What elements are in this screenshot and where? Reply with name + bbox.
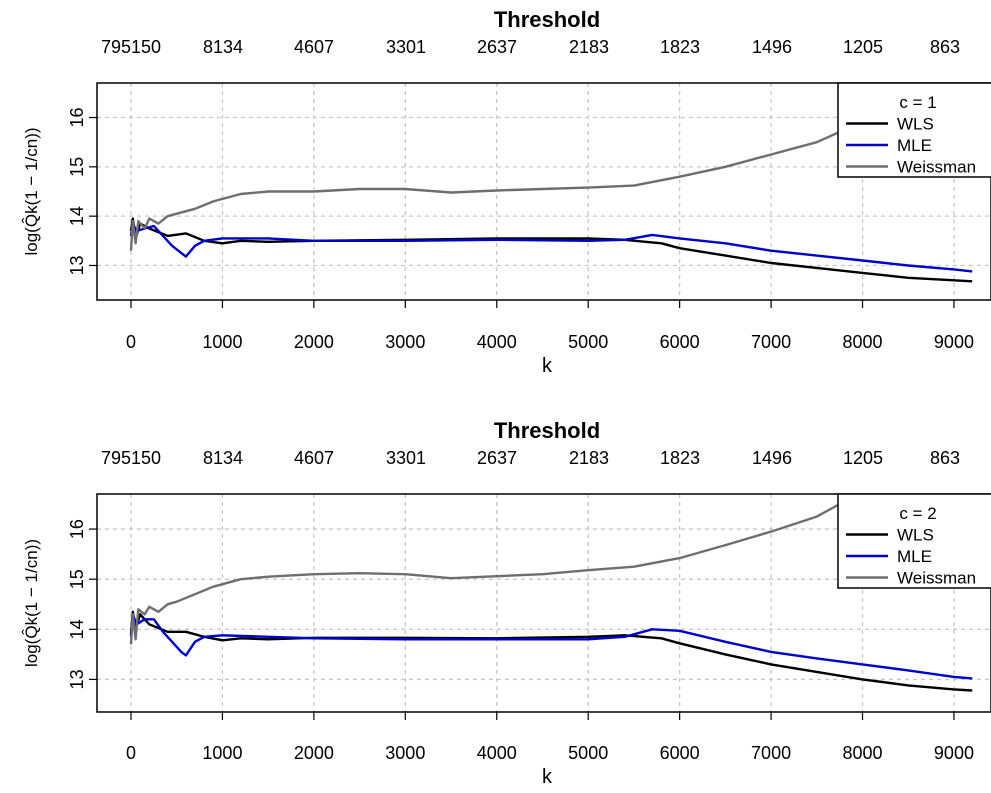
x-tick-label: 5000 — [568, 332, 608, 352]
x-tick-label: 4000 — [477, 332, 517, 352]
chart-title: Threshold — [494, 7, 600, 32]
top-tick-label: 8134 — [203, 448, 243, 468]
y-axis-label: log(Q̂k(1 − 1/cn)) — [21, 539, 41, 667]
legend-entry-weissman: Weissman — [897, 569, 976, 588]
top-tick-label: 2183 — [569, 37, 609, 57]
series-line-weissman — [129, 128, 845, 251]
chart-title: Threshold — [494, 418, 600, 443]
top-tick-label: 1823 — [660, 37, 700, 57]
legend-entry-weissman: Weissman — [897, 158, 976, 177]
top-tick-label: 1205 — [843, 37, 883, 57]
top-tick-label: 3301 — [386, 37, 426, 57]
x-tick-label: 7000 — [751, 743, 791, 763]
x-tick-label: 3000 — [385, 743, 425, 763]
top-tick-label: 1496 — [752, 37, 792, 57]
top-tick-label: 795150 — [101, 37, 161, 57]
top-tick-label: 8134 — [203, 37, 243, 57]
legend: c = 2 WLS MLE Weissman — [837, 493, 991, 589]
top-tick-label: 2637 — [477, 448, 517, 468]
x-tick-label: 2000 — [294, 743, 334, 763]
top-tick-label: 1205 — [843, 448, 883, 468]
top-tick-label: 795150 — [101, 448, 161, 468]
y-tick-label: 13 — [67, 255, 87, 275]
legend-entry-mle: MLE — [897, 136, 932, 155]
x-tick-label: 6000 — [660, 743, 700, 763]
x-tick-label: 7000 — [751, 332, 791, 352]
x-tick-label: 6000 — [660, 332, 700, 352]
x-tick-label: 1000 — [202, 743, 242, 763]
x-tick-label: 8000 — [842, 332, 882, 352]
legend: c = 1 WLS MLE Weissman — [837, 82, 991, 178]
y-tick-label: 14 — [67, 206, 87, 226]
x-tick-label: 4000 — [477, 743, 517, 763]
y-axis-label: log(Q̂k(1 − 1/cn)) — [21, 127, 41, 255]
legend-entry-wls: WLS — [897, 115, 934, 134]
top-tick-label: 4607 — [294, 37, 334, 57]
x-tick-label: 3000 — [385, 332, 425, 352]
x-axis-label: k — [542, 766, 553, 788]
y-tick-label: 14 — [67, 619, 87, 639]
x-tick-label: 9000 — [934, 743, 974, 763]
chart-panel-1: 0 1000 2000 3000 4000 5000 6000 7000 8000 9000 13 1… — [21, 7, 991, 377]
series-line-wls — [129, 217, 973, 283]
x-tick-label: 8000 — [842, 743, 882, 763]
top-tick-label: 2183 — [569, 448, 609, 468]
top-tick-label: 1496 — [752, 448, 792, 468]
y-tick-label: 16 — [67, 519, 87, 539]
x-axis-label: k — [542, 355, 553, 377]
legend-box — [837, 82, 991, 178]
y-tick-label: 15 — [67, 569, 87, 589]
x-tick-label: 5000 — [568, 743, 608, 763]
plot-frame — [96, 493, 991, 713]
legend-box — [837, 493, 991, 589]
top-tick-label: 863 — [930, 37, 960, 57]
x-tick-label: 9000 — [934, 332, 974, 352]
top-tick-label: 863 — [930, 448, 960, 468]
x-tick-label: 0 — [126, 332, 136, 352]
legend-entry-wls: WLS — [897, 526, 934, 545]
legend-entry-mle: MLE — [897, 547, 932, 566]
top-tick-label: 3301 — [386, 448, 426, 468]
chart-panel-2: 0 1000 2000 3000 4000 5000 6000 7000 8000 9000 13 1… — [21, 418, 991, 788]
series-line-weissman — [129, 500, 845, 645]
series-line-wls — [129, 610, 973, 692]
legend-title: c = 1 — [899, 93, 936, 112]
top-tick-label: 4607 — [294, 448, 334, 468]
series-line-mle — [129, 222, 973, 273]
plot-frame — [96, 82, 991, 301]
y-tick-label: 16 — [67, 108, 87, 128]
y-tick-label: 13 — [67, 669, 87, 689]
y-tick-label: 15 — [67, 157, 87, 177]
x-tick-label: 2000 — [294, 332, 334, 352]
legend-title: c = 2 — [899, 504, 936, 523]
x-tick-label: 1000 — [202, 332, 242, 352]
series-line-mle — [129, 613, 973, 680]
top-tick-label: 2637 — [477, 37, 517, 57]
x-tick-label: 0 — [126, 743, 136, 763]
top-tick-label: 1823 — [660, 448, 700, 468]
